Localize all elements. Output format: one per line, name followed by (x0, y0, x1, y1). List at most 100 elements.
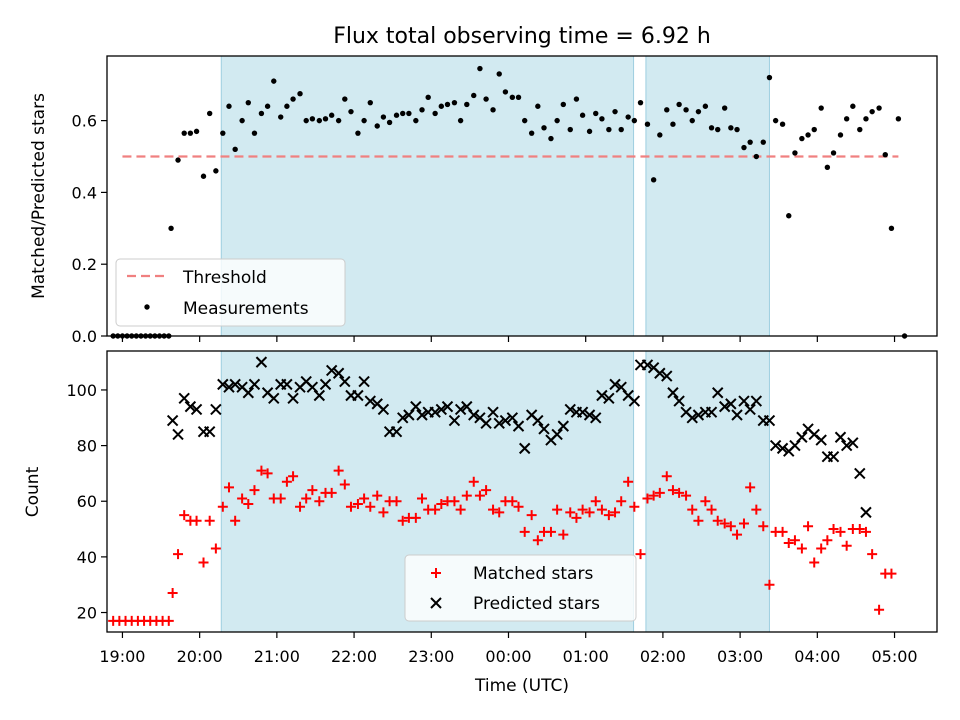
measurement-point (245, 99, 251, 106)
legend-measurements-label: Measurements (183, 299, 309, 319)
predicted-star-point (184, 400, 197, 413)
predicted-star-point (493, 417, 505, 430)
predicted-star-point (512, 420, 525, 432)
measurement-point (303, 117, 309, 124)
measurement-point (818, 105, 824, 111)
y-tick-label: 80 (77, 437, 97, 456)
y-tick-label: 40 (77, 548, 97, 567)
x-tick-label: 21:00 (254, 647, 300, 666)
legend-box (404, 554, 637, 622)
matched-star-point (719, 518, 730, 529)
matched-star-point (623, 476, 634, 487)
predicted-star-point (763, 414, 776, 427)
predicted-star-point (731, 409, 743, 421)
predicted-star-point (725, 398, 737, 410)
matched-star-point (391, 496, 402, 507)
measurement-point (297, 90, 303, 97)
measurement-point (876, 105, 882, 111)
matched-star-point (365, 501, 376, 512)
shaded-interval-2 (645, 55, 770, 337)
legend-matched-label: Matched stars (473, 564, 593, 584)
measurement-point (535, 103, 541, 109)
ratio-axes: 0.0 0.2 0.4 0.6 (72, 55, 938, 346)
predicted-star-point (769, 439, 782, 452)
measurement-point (432, 110, 438, 117)
measurement-point (348, 108, 354, 115)
measurement-point (367, 99, 373, 106)
measurement-point (168, 225, 174, 232)
predicted-star-point (454, 403, 467, 416)
matched-star-point (584, 507, 595, 518)
predicted-star-point (377, 403, 390, 416)
predicted-star-point (435, 403, 448, 416)
measurement-point (753, 153, 760, 160)
x-tick-label: 22:00 (331, 647, 377, 666)
measurement-point (220, 130, 226, 136)
predicted-star-point (397, 412, 409, 424)
measurement-point (579, 112, 586, 118)
y-tick-label: 0.6 (72, 112, 97, 131)
measurement-point (676, 101, 682, 108)
measurement-point (625, 114, 631, 120)
measurement-point (586, 128, 593, 135)
count-axes: 20 40 60 80 100 19:00 20:00 21:00 22:00 23:00 00:0… (66, 350, 938, 666)
matched-star-point (635, 549, 646, 560)
matched-star-point (436, 499, 447, 510)
predicted-star-point (487, 406, 499, 418)
predicted-star-point (468, 409, 480, 421)
measurement-point (760, 139, 766, 145)
measurement-point (496, 71, 502, 77)
matched-star-point (681, 490, 692, 501)
matched-star-point (565, 507, 576, 518)
matched-star-point (687, 504, 698, 515)
y-tick-label: 0.2 (72, 255, 97, 274)
measurement-point (799, 135, 805, 142)
legend-predicted-label: Predicted stars (473, 594, 600, 614)
predicted-star-point (281, 378, 293, 391)
measurement-point (522, 117, 528, 124)
x-tick-label: 23:00 (408, 647, 454, 666)
predicted-star-point (217, 378, 229, 391)
matched-star-point (262, 468, 273, 479)
measurement-point (309, 116, 316, 122)
legend-box (115, 258, 346, 327)
matched-star-point (809, 557, 820, 568)
matched-star-point (526, 510, 537, 521)
predicted-star-point (287, 392, 299, 405)
measurement-point (438, 103, 445, 109)
measurement-point (239, 117, 245, 124)
matched-star-point (603, 510, 614, 521)
matched-star-point (648, 490, 659, 501)
measurement-point (708, 125, 715, 131)
predicted-star-point (242, 387, 255, 399)
measurement-point (637, 99, 644, 106)
matched-star-point (256, 465, 267, 476)
shaded-interval-2 (645, 350, 770, 633)
measurement-point (509, 94, 516, 100)
matched-star-point (372, 490, 383, 501)
matched-star-point (198, 557, 209, 568)
predicted-star-point (738, 395, 750, 407)
measurement-point (175, 157, 181, 163)
matched-star-point (706, 504, 717, 515)
predicted-star-point (255, 356, 268, 368)
matched-star-point (545, 526, 556, 537)
matched-star-point (217, 501, 228, 512)
measurement-point (193, 128, 200, 135)
predicted-star-point (815, 434, 827, 446)
measurement-point (728, 125, 734, 131)
measurement-point (772, 117, 779, 124)
matched-star-point (449, 496, 460, 507)
measurement-point (657, 132, 663, 138)
matched-star-point (223, 482, 234, 493)
matched-star-point (481, 485, 492, 496)
matched-star-point (204, 515, 215, 526)
predicted-star-point (448, 414, 461, 427)
predicted-star-point (480, 417, 492, 430)
measurement-point (393, 112, 400, 118)
x-tick-label: 00:00 (485, 647, 531, 666)
measurement-point (567, 126, 573, 133)
ratio-panel: 0.0 0.2 0.4 0.6 Matched/Predicted stars Thr… (29, 55, 938, 346)
predicted-star-point (564, 403, 576, 416)
